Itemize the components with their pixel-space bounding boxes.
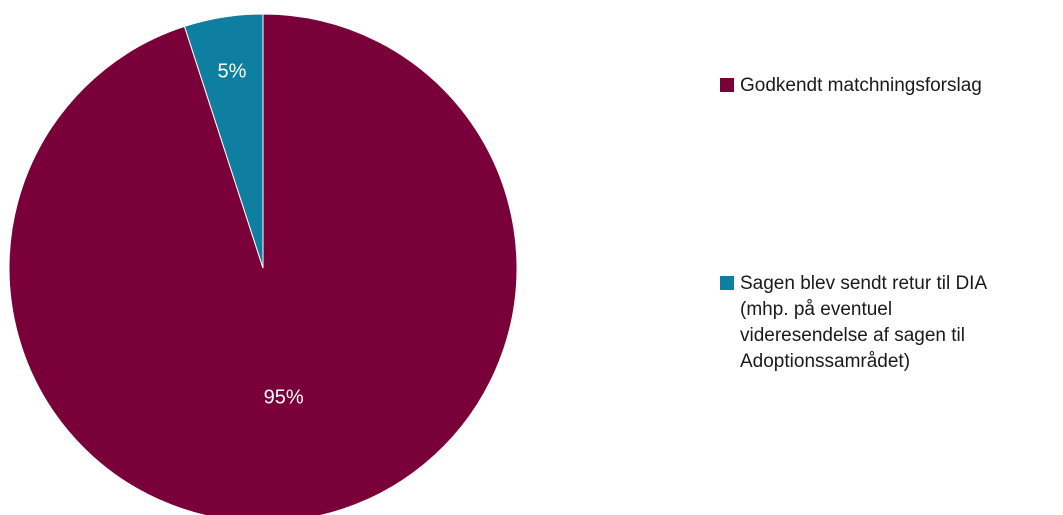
legend-swatch-approved xyxy=(720,78,734,92)
legend-label-returned: Sagen blev sendt retur til DIA (mhp. på … xyxy=(740,273,988,372)
legend: Godkendt matchningsforslag Sagen blev se… xyxy=(720,0,1063,515)
legend-item-returned: Sagen blev sendt retur til DIA (mhp. på … xyxy=(720,271,987,375)
legend-label-approved: Godkendt matchningsforslag xyxy=(740,75,982,96)
slice-returned xyxy=(183,13,264,269)
legend-item-approved: Godkendt matchningsforslag xyxy=(720,73,982,99)
pie-chart: 95% 5% xyxy=(8,13,518,515)
slice-label-approved: 95% xyxy=(264,387,304,409)
legend-swatch-returned xyxy=(720,276,734,290)
slice-approved xyxy=(8,13,518,515)
slice-label-returned: 5% xyxy=(218,61,247,83)
